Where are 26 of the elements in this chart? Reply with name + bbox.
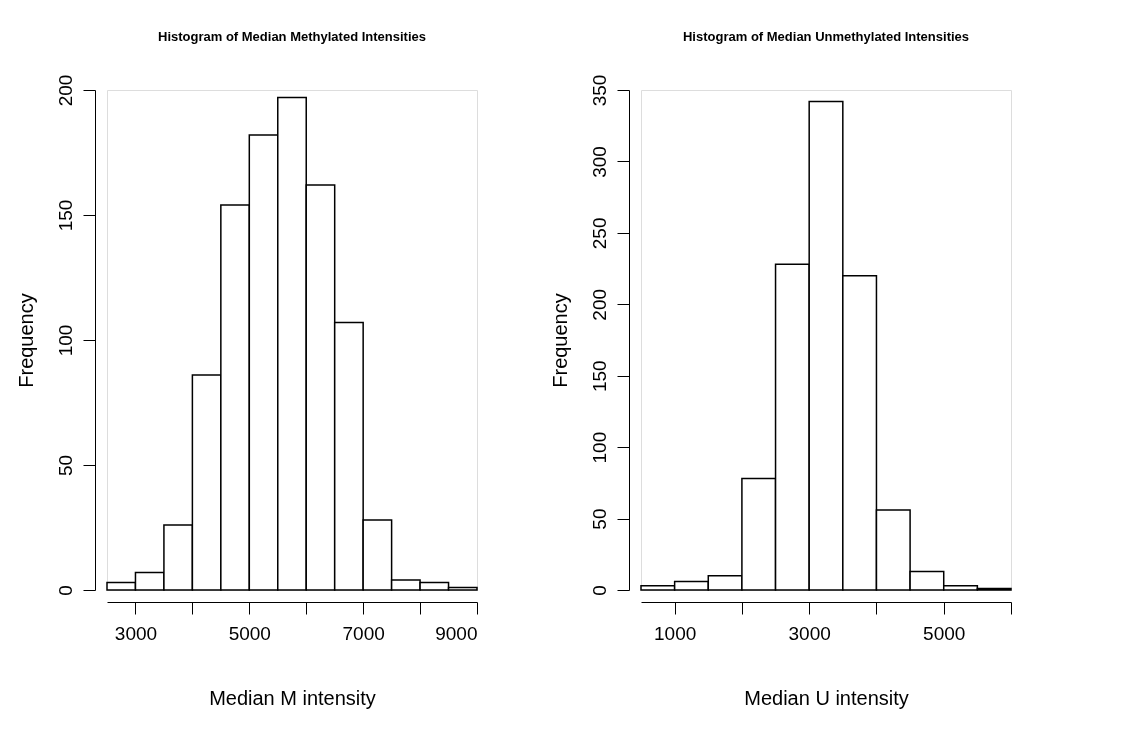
- x-tick-label: 3000: [114, 622, 158, 644]
- x-axis-title: Median M intensity: [209, 686, 376, 709]
- chart-title: Histogram of Median Unmethylated Intensities: [682, 29, 970, 45]
- y-tick-label: 0: [588, 585, 610, 596]
- x-tick-label: 5000: [923, 622, 966, 644]
- x-tick-label: 5000: [228, 622, 271, 644]
- y-tick-label: 200: [588, 288, 610, 321]
- y-axis-title: Frequency: [14, 293, 37, 388]
- x-tick-label: 3000: [788, 622, 831, 644]
- y-axis-title: Frequency: [548, 293, 571, 388]
- y-tick-label: 0: [54, 585, 76, 596]
- y-tick-label: 100: [588, 431, 610, 464]
- y-tick-label: 50: [54, 454, 76, 477]
- y-tick-label: 150: [54, 199, 76, 232]
- y-tick-label: 50: [588, 508, 610, 530]
- y-tick-label: 100: [54, 324, 76, 357]
- y-tick-label: 350: [588, 74, 610, 107]
- x-tick-label: 7000: [342, 622, 385, 644]
- y-tick-label: 150: [588, 360, 610, 393]
- x-tick-label: 9000: [435, 622, 478, 644]
- y-tick-label: 200: [54, 74, 76, 107]
- y-tick-label: 300: [588, 146, 610, 178]
- y-tick-label: 250: [588, 217, 610, 250]
- x-axis-title: Median U intensity: [744, 686, 909, 709]
- x-tick-label: 1000: [654, 622, 697, 644]
- chart-title: Histogram of Median Methylated Intensities: [158, 29, 426, 45]
